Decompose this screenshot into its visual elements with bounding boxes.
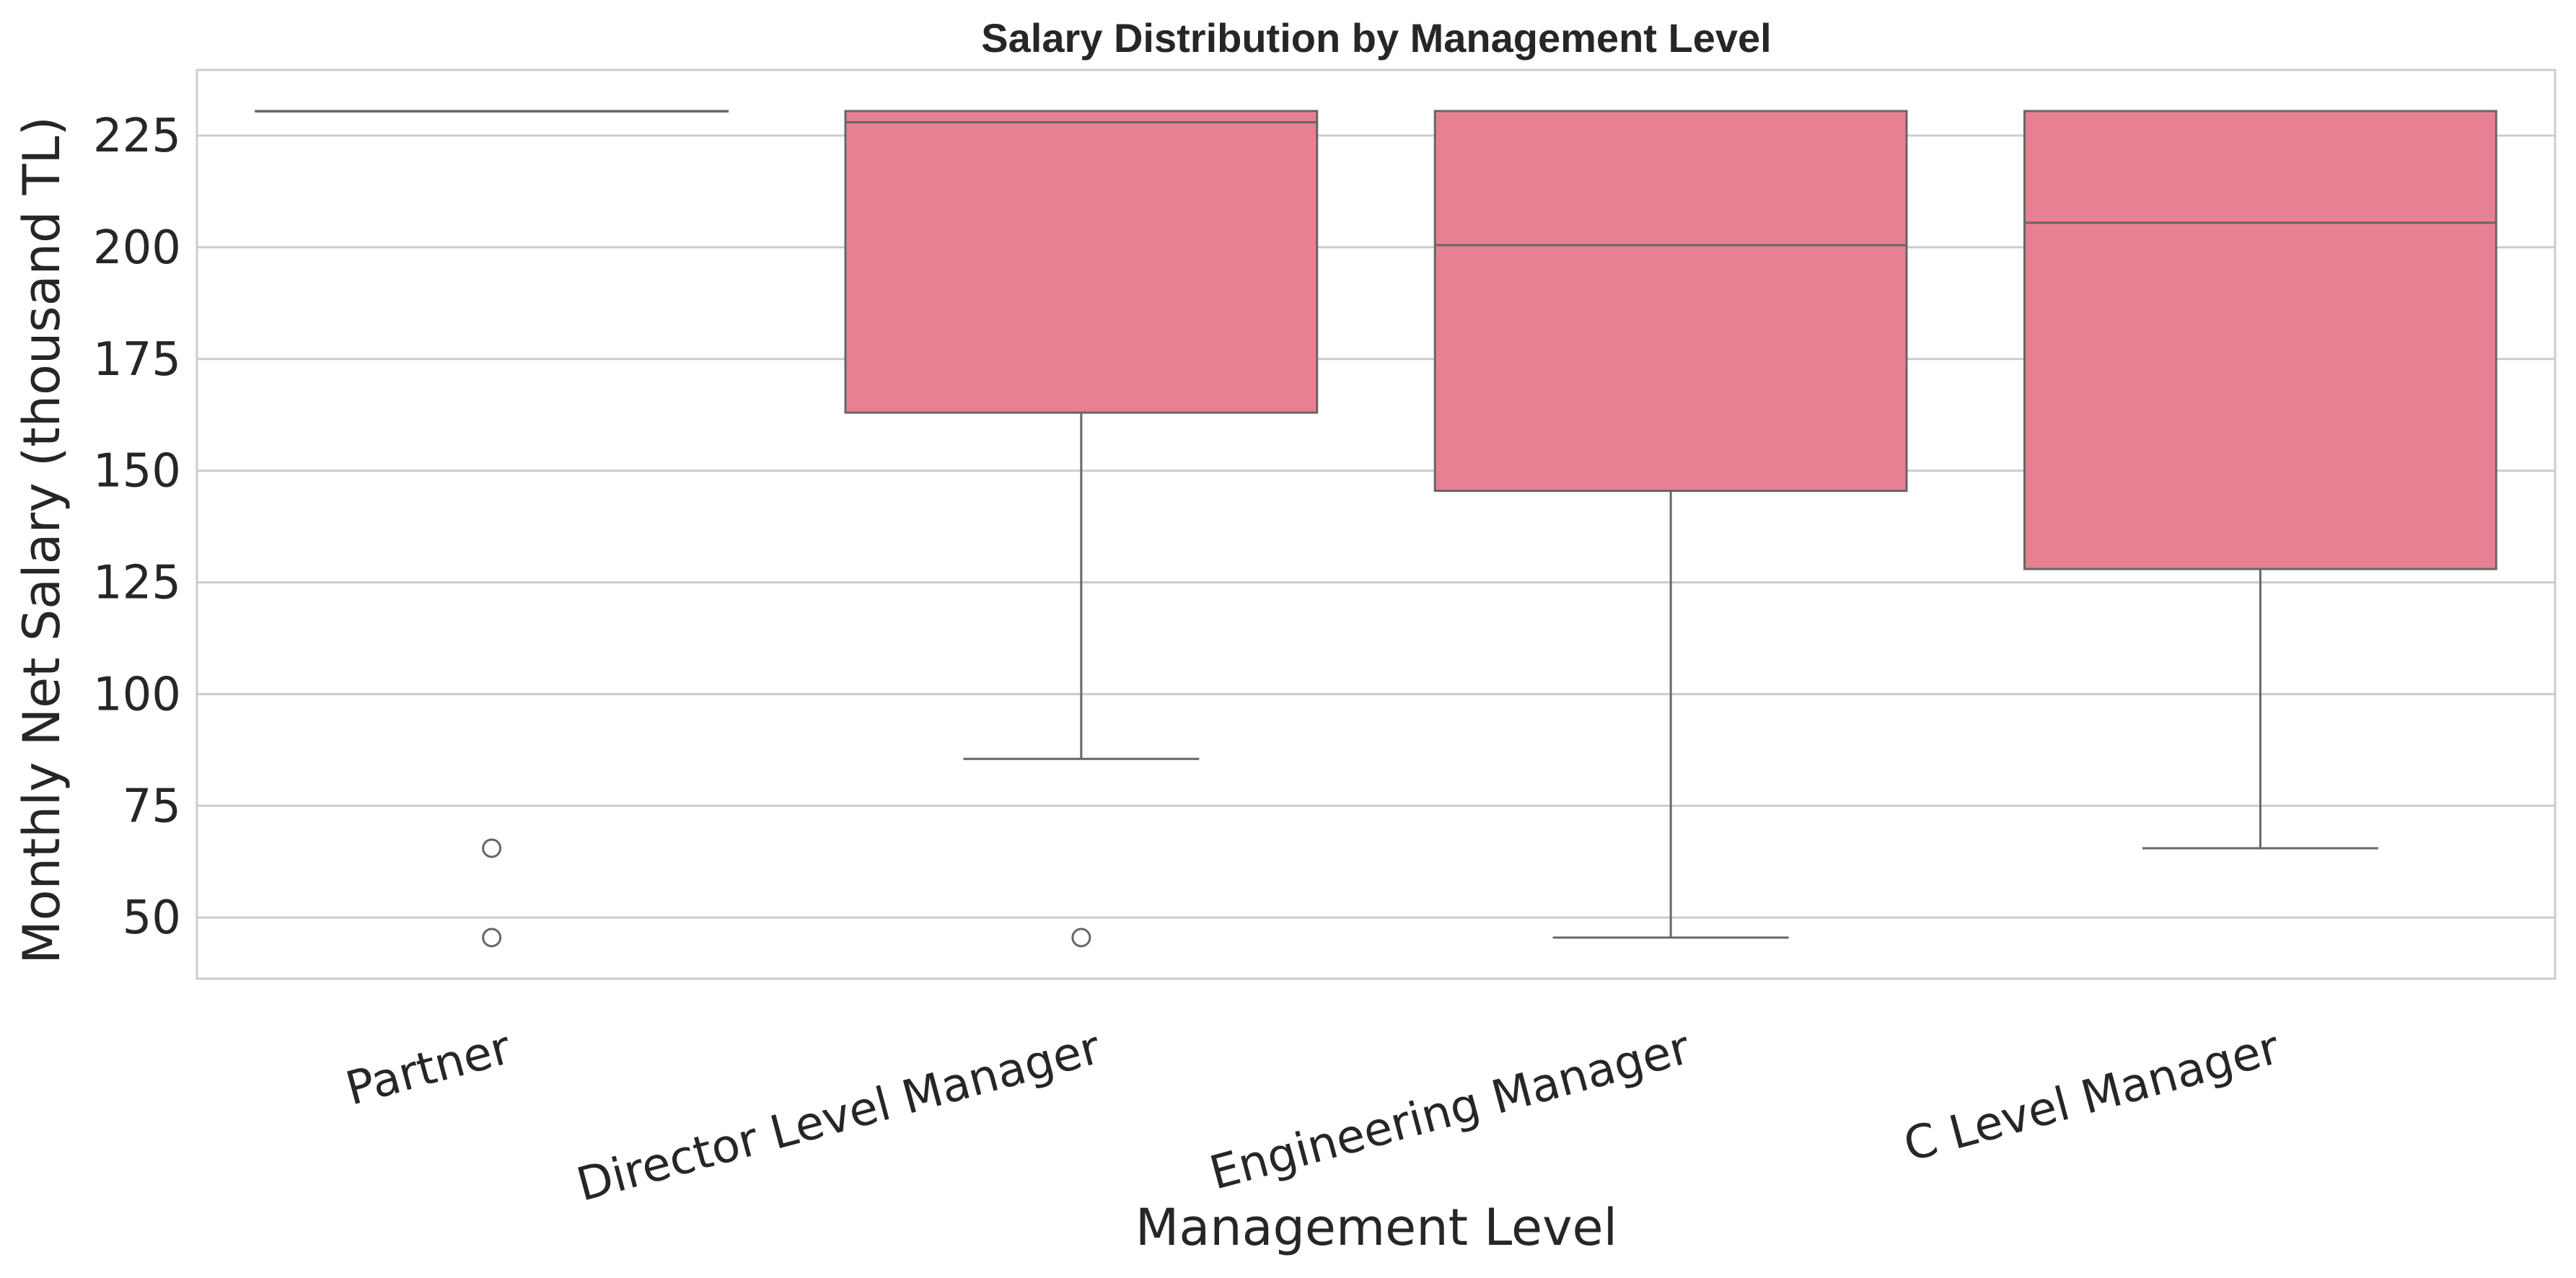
y-tick-label: 125 [93, 557, 181, 610]
outlier-point [482, 838, 502, 858]
iqr-box [1433, 110, 1908, 493]
y-tick-label: 175 [93, 333, 181, 387]
y-tick-label: 100 [93, 668, 181, 721]
box-series [255, 110, 2497, 948]
outlier-point [482, 927, 502, 948]
x-axis-label: Management Level [1135, 1198, 1617, 1257]
plot-frame [195, 69, 2557, 980]
y-tick-labels: 50 75 100 125 150 175 200 225 [93, 110, 181, 945]
box-0 [255, 110, 729, 948]
chart-title: Salary Distribution by Management Level [981, 15, 1771, 61]
y-tick-label: 75 [123, 780, 181, 833]
y-tick-label: 225 [93, 110, 181, 163]
outlier-point [1071, 927, 1091, 948]
y-tick-label: 150 [93, 445, 181, 498]
iqr-box [844, 110, 1319, 414]
y-tick-label: 50 [123, 891, 181, 945]
iqr-box [2023, 110, 2497, 570]
box-2 [1433, 110, 1908, 939]
y-tick-label: 200 [93, 221, 181, 275]
y-axis-label: Monthly Net Salary (thousand TL) [12, 116, 71, 964]
box-3 [2023, 110, 2497, 850]
box-1 [844, 110, 1319, 948]
